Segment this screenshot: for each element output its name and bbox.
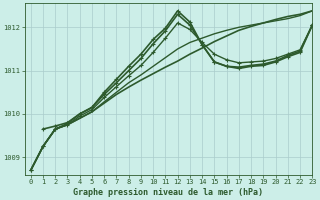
X-axis label: Graphe pression niveau de la mer (hPa): Graphe pression niveau de la mer (hPa): [74, 188, 263, 197]
